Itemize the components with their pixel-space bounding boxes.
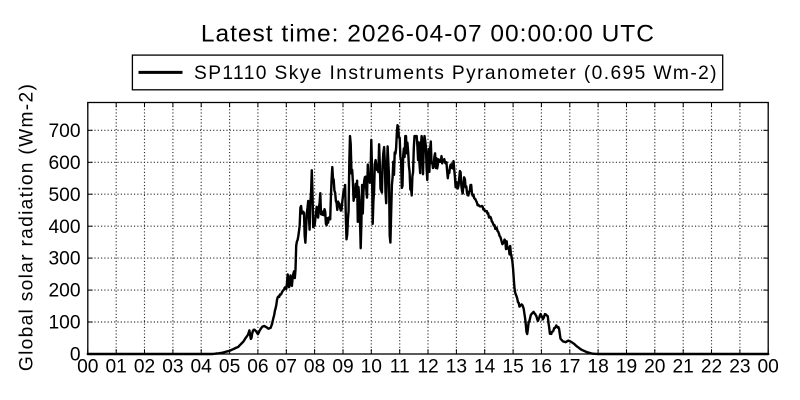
svg-text:04: 04: [191, 356, 213, 377]
svg-text:14: 14: [474, 356, 496, 377]
svg-text:21: 21: [673, 356, 694, 377]
svg-text:18: 18: [587, 356, 608, 377]
svg-text:500: 500: [48, 185, 80, 206]
svg-text:07: 07: [276, 356, 297, 377]
svg-text:01: 01: [106, 356, 127, 377]
svg-text:19: 19: [616, 356, 637, 377]
svg-text:600: 600: [48, 153, 80, 174]
svg-text:400: 400: [48, 217, 80, 238]
svg-text:03: 03: [162, 356, 183, 377]
svg-text:00: 00: [758, 356, 779, 377]
svg-text:15: 15: [502, 356, 523, 377]
svg-text:13: 13: [446, 356, 467, 377]
svg-text:09: 09: [332, 356, 353, 377]
svg-text:300: 300: [48, 249, 80, 270]
svg-text:00: 00: [77, 356, 98, 377]
svg-text:200: 200: [48, 281, 80, 302]
svg-text:05: 05: [219, 356, 240, 377]
svg-text:700: 700: [48, 121, 80, 142]
svg-text:23: 23: [729, 356, 750, 377]
svg-text:0: 0: [70, 345, 81, 366]
svg-text:Global solar radiation (Wm-2): Global solar radiation (Wm-2): [17, 83, 38, 371]
svg-text:20: 20: [644, 356, 665, 377]
svg-text:Latest time: 2026-04-07 00:00:: Latest time: 2026-04-07 00:00:00 UTC: [201, 21, 655, 48]
svg-text:10: 10: [361, 356, 382, 377]
svg-text:22: 22: [701, 356, 722, 377]
svg-text:02: 02: [134, 356, 155, 377]
svg-text:100: 100: [48, 313, 80, 334]
svg-text:12: 12: [417, 356, 438, 377]
svg-text:06: 06: [247, 356, 268, 377]
svg-text:11: 11: [390, 356, 410, 377]
svg-text:16: 16: [531, 356, 552, 377]
svg-text:SP1110 Skye Instruments Pyrano: SP1110 Skye Instruments Pyranometer (0.6…: [194, 63, 718, 84]
svg-text:08: 08: [304, 356, 325, 377]
svg-text:17: 17: [559, 356, 580, 377]
